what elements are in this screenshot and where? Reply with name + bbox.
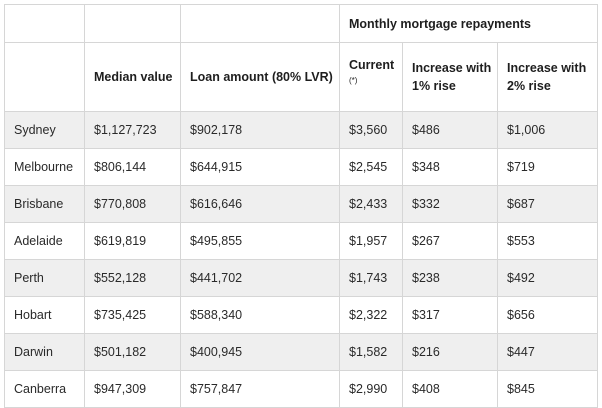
loan-amount-cell: $757,847 bbox=[180, 370, 340, 408]
median-value-cell: $947,309 bbox=[84, 370, 181, 408]
empty-header-cell bbox=[84, 4, 181, 43]
loan-amount-cell: $588,340 bbox=[180, 296, 340, 334]
increase-1pct-column-header: Increase with 1% rise bbox=[402, 42, 498, 112]
increase-2-cell: $492 bbox=[496, 259, 599, 297]
city-column-header bbox=[4, 42, 85, 112]
city-cell: Brisbane bbox=[4, 185, 85, 223]
city-cell: Sydney bbox=[4, 111, 85, 149]
increase-1-cell: $216 bbox=[402, 333, 498, 371]
table-row: Adelaide $619,819 $495,855 $1,957 $267 $553 bbox=[4, 222, 599, 260]
city-cell: Darwin bbox=[4, 333, 85, 371]
current-label: Current bbox=[349, 58, 395, 72]
monthly-repayments-group-header: Monthly mortgage repayments bbox=[338, 4, 599, 43]
median-value-cell: $735,425 bbox=[84, 296, 181, 334]
increase-1-cell: $408 bbox=[402, 370, 498, 408]
group-header-row: Monthly mortgage repayments bbox=[4, 4, 599, 43]
median-value-column-header: Median value bbox=[84, 42, 181, 112]
increase-2-cell: $1,006 bbox=[496, 111, 599, 149]
increase-2-cell: $845 bbox=[496, 370, 599, 408]
current-cell: $2,545 bbox=[339, 148, 403, 186]
increase-2-cell: $656 bbox=[496, 296, 599, 334]
increase-1-cell: $332 bbox=[402, 185, 498, 223]
increase-1-cell: $267 bbox=[402, 222, 498, 260]
empty-header-cell bbox=[180, 4, 340, 43]
increase-2-cell: $687 bbox=[496, 185, 599, 223]
current-cell: $3,560 bbox=[339, 111, 403, 149]
empty-header-cell bbox=[4, 4, 85, 43]
current-cell: $1,743 bbox=[339, 259, 403, 297]
loan-amount-cell: $644,915 bbox=[180, 148, 340, 186]
table-row: Darwin $501,182 $400,945 $1,582 $216 $447 bbox=[4, 333, 599, 371]
increase-2-cell: $719 bbox=[496, 148, 599, 186]
table-row: Perth $552,128 $441,702 $1,743 $238 $492 bbox=[4, 259, 599, 297]
loan-amount-column-header: Loan amount (80% LVR) bbox=[180, 42, 340, 112]
loan-amount-cell: $495,855 bbox=[180, 222, 340, 260]
increase-1-cell: $317 bbox=[402, 296, 498, 334]
table-row: Melbourne $806,144 $644,915 $2,545 $348 $719 bbox=[4, 148, 599, 186]
table-row: Sydney $1,127,723 $902,178 $3,560 $486 $1,006 bbox=[4, 111, 599, 149]
current-cell: $2,990 bbox=[339, 370, 403, 408]
current-cell: $2,433 bbox=[339, 185, 403, 223]
city-cell: Hobart bbox=[4, 296, 85, 334]
table-body: Sydney $1,127,723 $902,178 $3,560 $486 $1,006… bbox=[4, 111, 599, 408]
table-row: Hobart $735,425 $588,340 $2,322 $317 $656 bbox=[4, 296, 599, 334]
table-row: Brisbane $770,808 $616,646 $2,433 $332 $687 bbox=[4, 185, 599, 223]
current-cell: $1,957 bbox=[339, 222, 403, 260]
current-cell: $2,322 bbox=[339, 296, 403, 334]
loan-amount-cell: $441,702 bbox=[180, 259, 340, 297]
city-cell: Adelaide bbox=[4, 222, 85, 260]
mortgage-repayments-table: Monthly mortgage repayments Median value… bbox=[4, 4, 599, 408]
median-value-cell: $806,144 bbox=[84, 148, 181, 186]
table-row: Canberra $947,309 $757,847 $2,990 $408 $845 bbox=[4, 370, 599, 408]
median-value-cell: $1,127,723 bbox=[84, 111, 181, 149]
loan-amount-cell: $902,178 bbox=[180, 111, 340, 149]
median-value-cell: $501,182 bbox=[84, 333, 181, 371]
current-column-header: Current (*) bbox=[339, 42, 403, 112]
median-value-cell: $770,808 bbox=[84, 185, 181, 223]
increase-2-cell: $447 bbox=[496, 333, 599, 371]
loan-amount-cell: $616,646 bbox=[180, 185, 340, 223]
current-footnote-marker: (*) bbox=[349, 76, 358, 85]
increase-2-cell: $553 bbox=[496, 222, 599, 260]
city-cell: Perth bbox=[4, 259, 85, 297]
increase-1-cell: $486 bbox=[402, 111, 498, 149]
median-value-cell: $552,128 bbox=[84, 259, 181, 297]
current-cell: $1,582 bbox=[339, 333, 403, 371]
increase-2pct-column-header: Increase with 2% rise bbox=[496, 42, 599, 112]
column-header-row: Median value Loan amount (80% LVR) Curre… bbox=[4, 42, 599, 112]
city-cell: Canberra bbox=[4, 370, 85, 408]
increase-1-cell: $348 bbox=[402, 148, 498, 186]
city-cell: Melbourne bbox=[4, 148, 85, 186]
increase-1-cell: $238 bbox=[402, 259, 498, 297]
loan-amount-cell: $400,945 bbox=[180, 333, 340, 371]
median-value-cell: $619,819 bbox=[84, 222, 181, 260]
